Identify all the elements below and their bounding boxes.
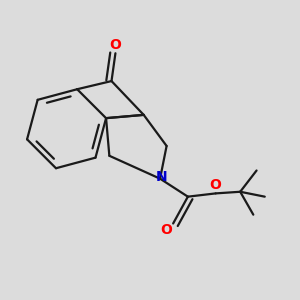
Text: O: O	[210, 178, 222, 192]
Text: O: O	[161, 223, 172, 237]
Text: O: O	[110, 38, 122, 52]
Text: N: N	[156, 170, 167, 184]
